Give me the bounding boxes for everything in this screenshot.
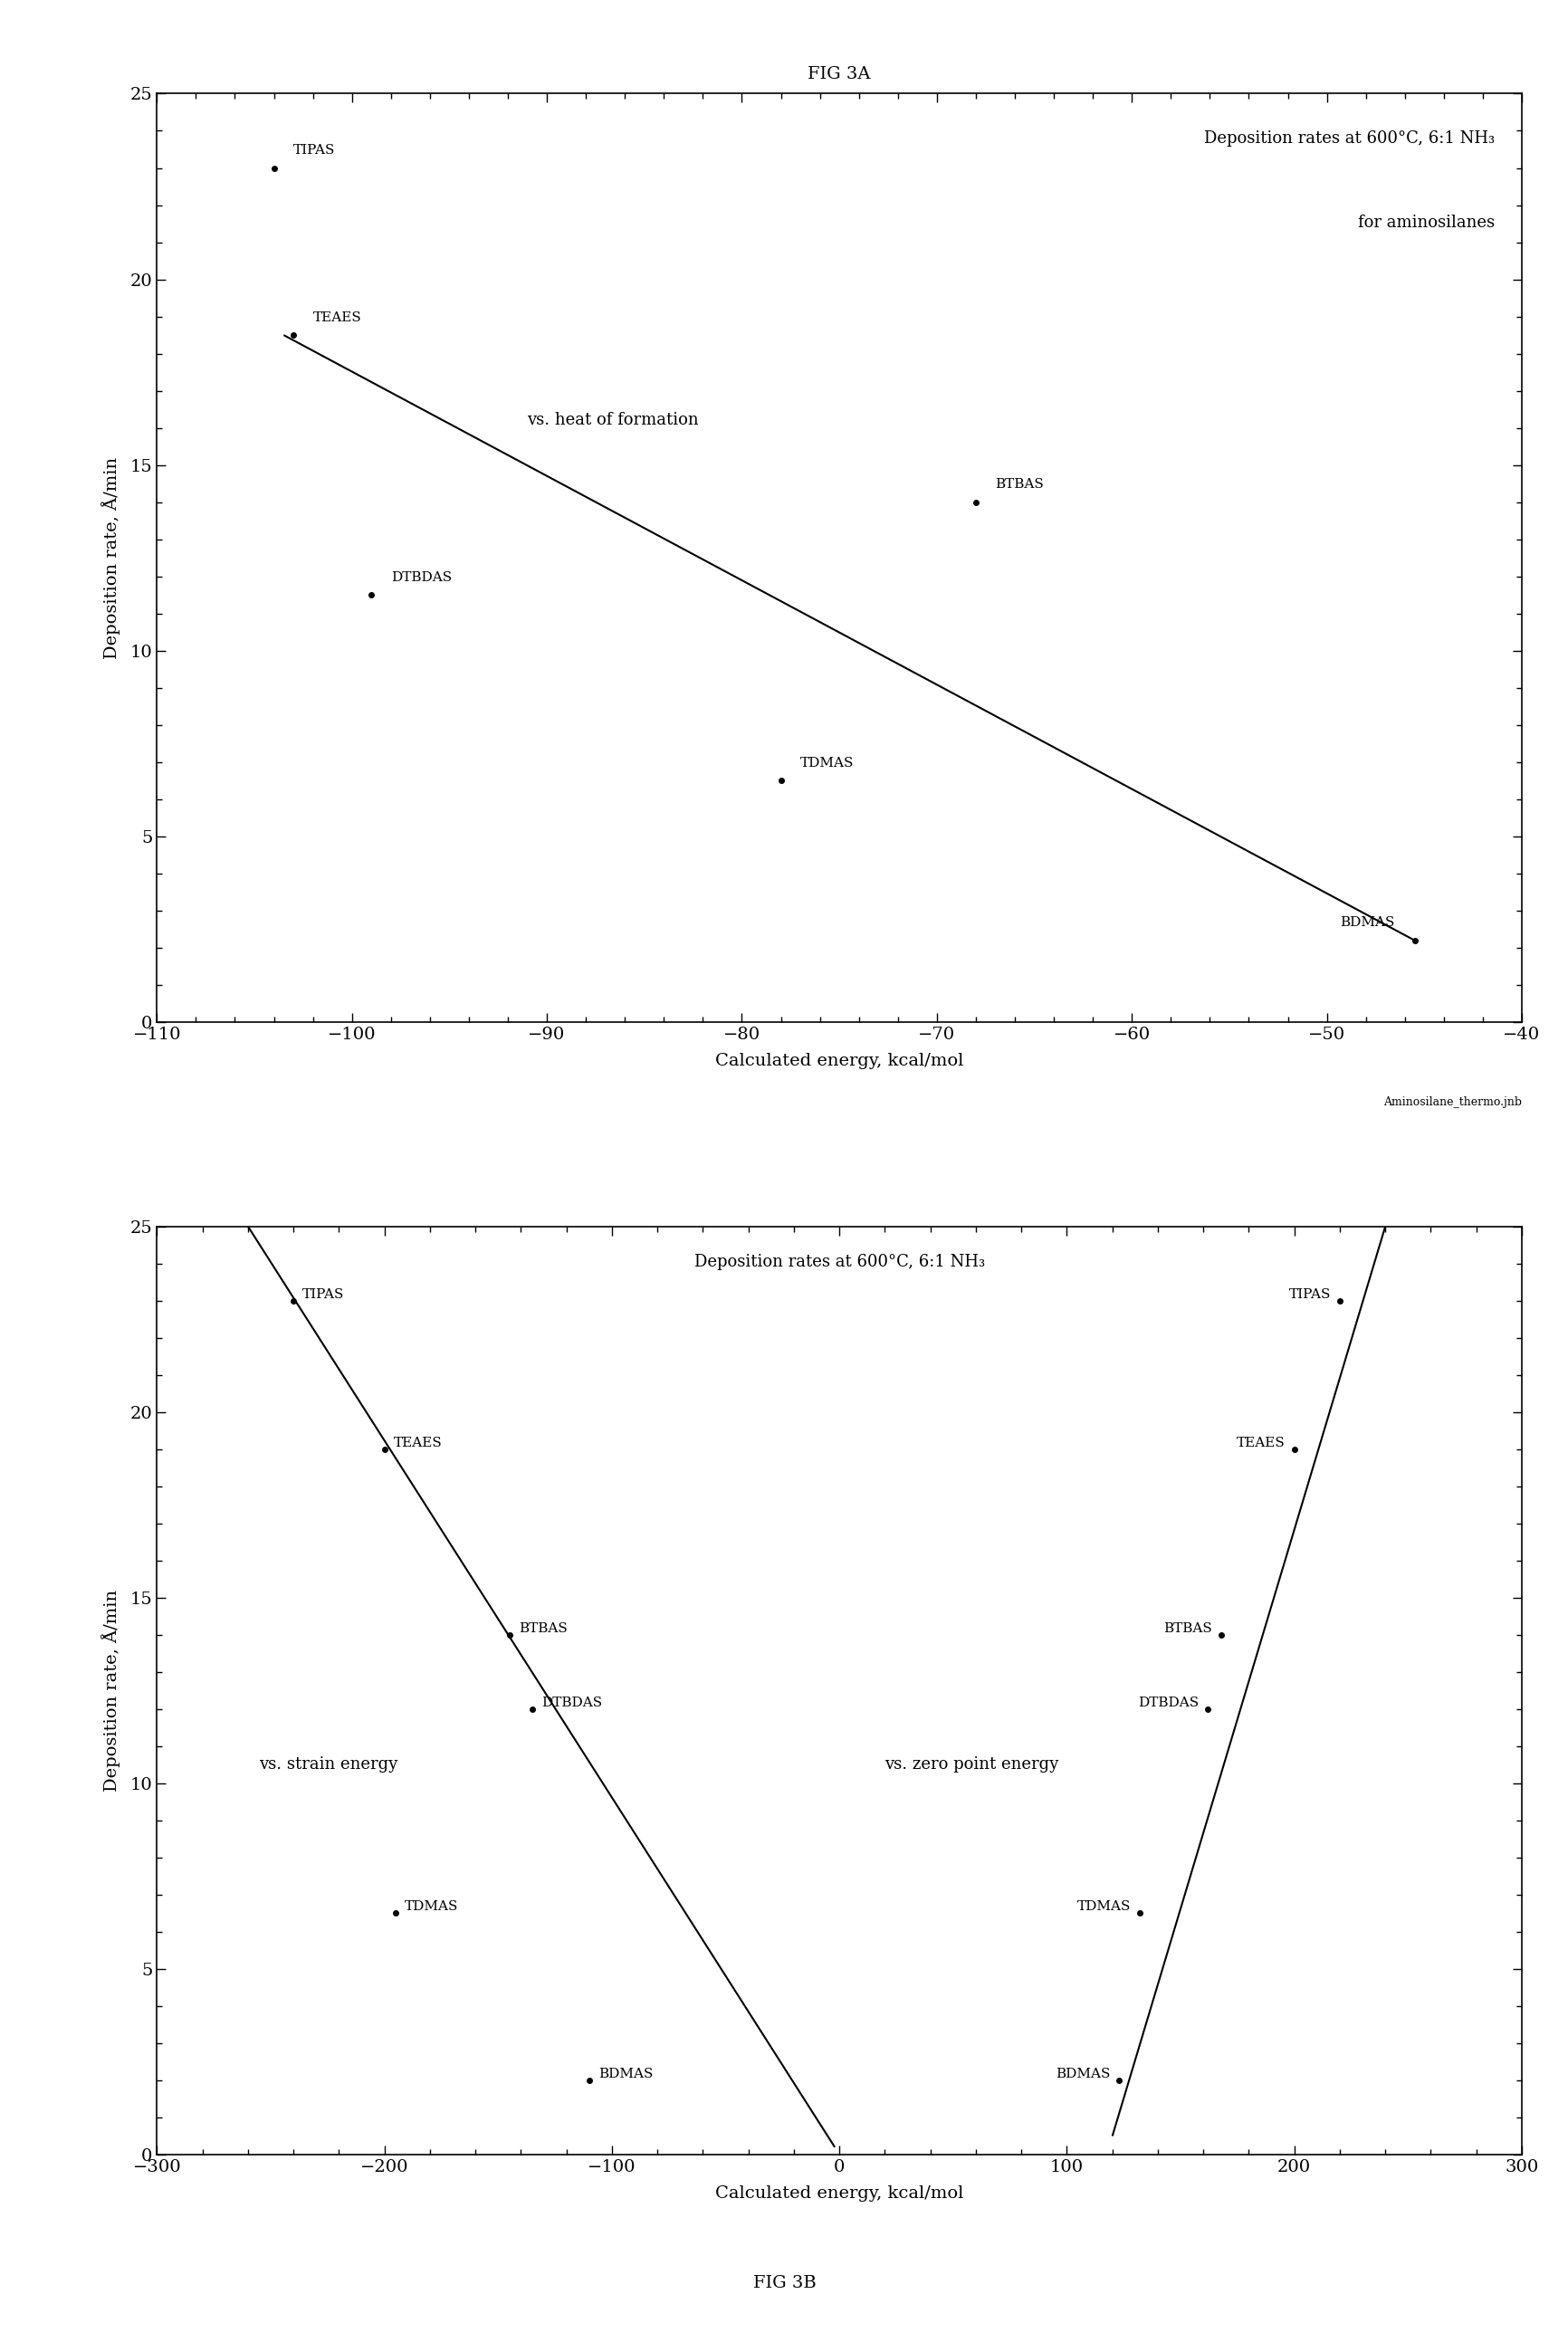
Text: Deposition rates at 600°C, 6:1 NH₃: Deposition rates at 600°C, 6:1 NH₃ [1203,131,1494,148]
X-axis label: Calculated energy, kcal/mol: Calculated energy, kcal/mol [715,2185,963,2201]
Text: DTBDAS: DTBDAS [390,571,452,583]
Text: BTBAS: BTBAS [994,478,1043,492]
Text: vs. heat of formation: vs. heat of formation [527,412,699,429]
Text: TIPAS: TIPAS [293,145,336,157]
X-axis label: Calculated energy, kcal/mol: Calculated energy, kcal/mol [715,1054,963,1068]
Text: DTBDAS: DTBDAS [541,1696,602,1710]
Title: FIG 3A: FIG 3A [808,66,870,82]
Text: TIPAS: TIPAS [1287,1288,1330,1300]
Text: TDMAS: TDMAS [800,756,853,771]
Text: BTBAS: BTBAS [1163,1623,1212,1635]
Text: Deposition rates at 600°C, 6:1 NH₃: Deposition rates at 600°C, 6:1 NH₃ [693,1253,985,1269]
Text: FIG 3B: FIG 3B [753,2276,815,2290]
Text: DTBDAS: DTBDAS [1137,1696,1198,1710]
Text: TDMAS: TDMAS [1076,1902,1131,1913]
Text: vs. strain energy: vs. strain energy [259,1756,398,1773]
Y-axis label: Deposition rate, Å/min: Deposition rate, Å/min [100,1590,121,1792]
Text: TIPAS: TIPAS [303,1288,345,1300]
Y-axis label: Deposition rate, Å/min: Deposition rate, Å/min [100,457,121,658]
Text: for aminosilanes: for aminosilanes [1356,215,1494,230]
Text: BDMAS: BDMAS [1339,916,1394,930]
Text: TEAES: TEAES [394,1436,442,1450]
Text: TDMAS: TDMAS [405,1902,458,1913]
Text: Aminosilane_thermo.jnb: Aminosilane_thermo.jnb [1383,1096,1521,1108]
Text: BTBAS: BTBAS [519,1623,568,1635]
Text: vs. zero point energy: vs. zero point energy [884,1756,1058,1773]
Text: TEAES: TEAES [1236,1436,1284,1450]
Text: TEAES: TEAES [312,311,361,323]
Text: BDMAS: BDMAS [1055,2068,1110,2080]
Text: BDMAS: BDMAS [597,2068,652,2080]
